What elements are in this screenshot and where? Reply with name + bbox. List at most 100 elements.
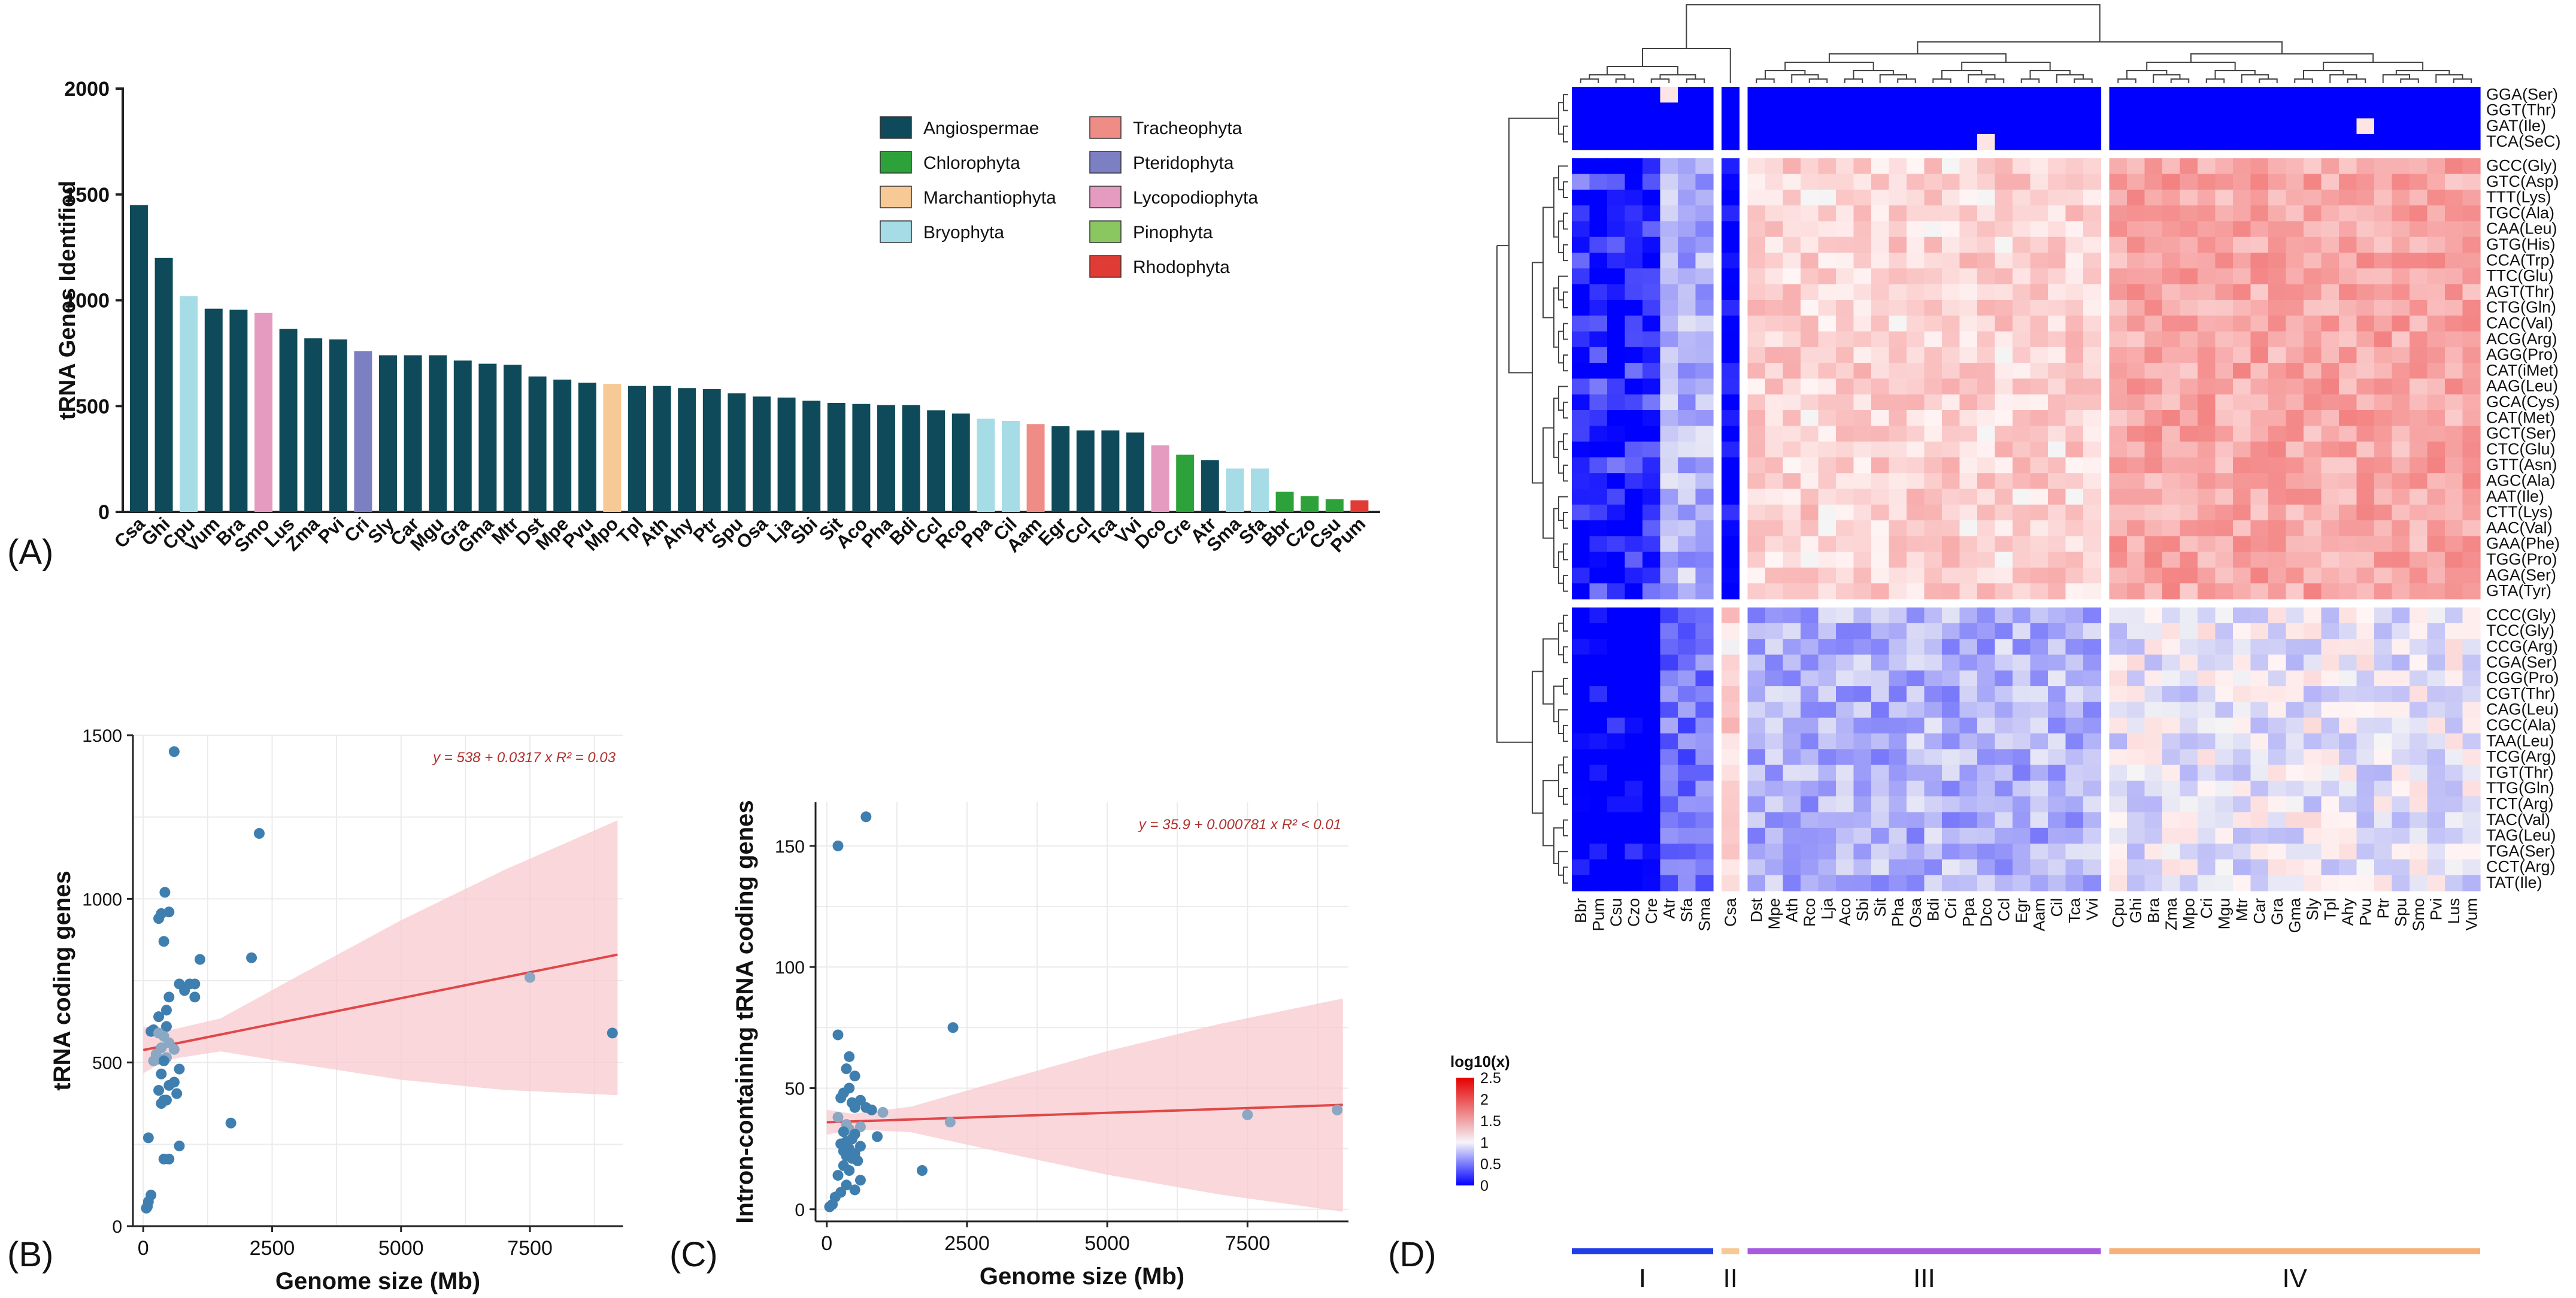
y-tick-label: 100 — [775, 958, 805, 978]
heatmap-cell — [2083, 284, 2102, 301]
heatmap-cell — [1801, 331, 1819, 348]
heatmap-cell — [1959, 174, 1978, 190]
heatmap-cell — [1836, 733, 1854, 750]
heatmap-cell — [2374, 717, 2393, 734]
heatmap-cell — [2233, 174, 2251, 190]
heatmap-cell — [2180, 284, 2198, 301]
heatmap-cell — [2250, 639, 2269, 656]
heatmap-cell — [1977, 363, 1996, 379]
heatmap-cell — [2215, 394, 2233, 411]
heatmap-cell — [2286, 426, 2304, 442]
heatmap-cell — [2198, 654, 2216, 671]
heatmap-cell — [1572, 426, 1590, 442]
heatmap-cell — [2392, 765, 2410, 781]
heatmap-cell — [1642, 441, 1661, 458]
heatmap-cell — [2427, 504, 2445, 521]
heatmap-cell — [1722, 686, 1740, 702]
heatmap-cell — [2392, 489, 2410, 505]
heatmap-cell — [1836, 812, 1854, 829]
heatmap-cell — [2144, 702, 2163, 718]
legend-label: Lycopodiophyta — [1133, 188, 1258, 208]
column-dendrogram-branch — [1756, 78, 1775, 83]
bar — [1026, 424, 1045, 512]
heatmap-cell — [2180, 221, 2198, 238]
heatmap-cell — [2065, 670, 2084, 687]
heatmap-cell — [1907, 378, 1925, 395]
heatmap-cell — [1607, 134, 1626, 150]
regression-equation: y = 35.9 + 0.000781 x R² < 0.01 — [1138, 817, 1341, 833]
heatmap-cell — [1642, 268, 1661, 285]
legend-label: Tracheophyta — [1133, 119, 1242, 138]
heatmap-cell — [1678, 749, 1696, 766]
heatmap-cell — [2462, 174, 2481, 190]
heatmap-cell — [2374, 394, 2393, 411]
heatmap-cell — [1836, 316, 1854, 332]
heatmap-cell — [1747, 457, 1766, 474]
row-dendrogram-branch — [1558, 441, 1563, 474]
heatmap-cell — [2462, 457, 2481, 474]
heatmap-cell — [2321, 189, 2339, 206]
heatmap-cell — [1660, 253, 1678, 269]
heatmap-cell — [2250, 331, 2269, 348]
heatmap-cell — [2356, 702, 2375, 718]
heatmap-cell — [1747, 844, 1766, 860]
heatmap-cell — [1765, 268, 1784, 285]
heatmap-cell — [2109, 473, 2128, 490]
heatmap-cell — [2180, 520, 2198, 536]
heatmap-cell — [1695, 102, 1714, 119]
heatmap-cell — [1642, 812, 1661, 829]
heatmap-cell — [1836, 654, 1854, 671]
confidence-band — [826, 998, 1343, 1212]
heatmap-cell — [1924, 268, 1942, 285]
row-label: GCA(Cys) — [2486, 393, 2560, 411]
row-dendrogram-branch — [1542, 207, 1554, 319]
heatmap-cell — [2268, 189, 2287, 206]
heatmap-cell — [2065, 583, 2084, 600]
heatmap-cell — [2233, 702, 2251, 718]
heatmap-cell — [2321, 441, 2339, 458]
heatmap-cell — [2356, 717, 2375, 734]
row-label: GAT(Ile) — [2486, 117, 2546, 135]
heatmap-cell — [2198, 702, 2216, 718]
heatmap-cell — [2144, 473, 2163, 490]
heatmap-cell — [2374, 827, 2393, 844]
heatmap-cell — [1942, 796, 1960, 813]
heatmap-cell — [1660, 378, 1678, 395]
heatmap-cell — [1642, 205, 1661, 222]
heatmap-cell — [2427, 765, 2445, 781]
heatmap-cell — [1959, 844, 1978, 860]
heatmap-cell — [1625, 568, 1643, 584]
heatmap-cell — [1660, 410, 1678, 426]
heatmap-cell — [2180, 158, 2198, 175]
heatmap-cell — [2410, 504, 2428, 521]
heatmap-cell — [1907, 520, 1925, 536]
heatmap-cell — [2013, 796, 2031, 813]
heatmap-cell — [2392, 284, 2410, 301]
heatmap-cell — [1889, 686, 1907, 702]
heatmap-cell — [2233, 717, 2251, 734]
heatmap-cell — [2162, 859, 2181, 876]
heatmap-cell — [1995, 583, 2013, 600]
heatmap-cell — [1942, 686, 1960, 702]
heatmap-cell — [1722, 812, 1740, 829]
data-point — [944, 1117, 956, 1128]
heatmap-cell — [1995, 189, 2013, 206]
color-legend-tick: 1 — [1480, 1135, 1489, 1151]
heatmap-cell — [1942, 520, 1960, 536]
heatmap-cell — [1607, 875, 1626, 891]
data-point — [1332, 1104, 1343, 1115]
heatmap-cell — [2127, 363, 2145, 379]
heatmap-cell — [1889, 441, 1907, 458]
heatmap-cell — [2268, 489, 2287, 505]
heatmap-cell — [1695, 457, 1714, 474]
heatmap-cell — [1765, 189, 1784, 206]
heatmap-cell — [2321, 299, 2339, 316]
heatmap-cell — [2410, 473, 2428, 490]
heatmap-cell — [2065, 316, 2084, 332]
heatmap-cell — [2198, 174, 2216, 190]
heatmap-cell — [2013, 765, 2031, 781]
heatmap-cell — [2083, 441, 2102, 458]
heatmap-cell — [2215, 536, 2233, 553]
heatmap-cell — [1589, 158, 1608, 175]
heatmap-cell — [2286, 780, 2304, 797]
